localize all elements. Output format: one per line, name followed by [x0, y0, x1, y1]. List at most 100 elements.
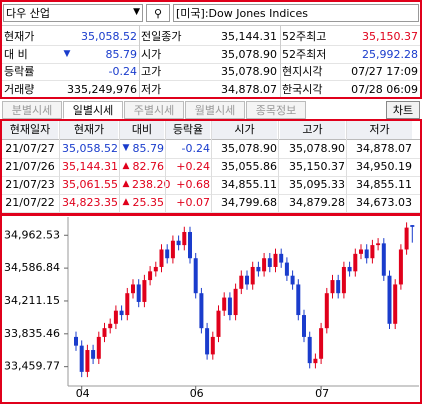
candle-body — [404, 227, 409, 250]
price-cell: 35,055.86 — [221, 160, 277, 173]
col-divider — [59, 121, 60, 212]
candle-body — [193, 258, 198, 294]
candle-body — [370, 245, 375, 259]
price-cell: -0.24 — [181, 142, 210, 155]
candle-body — [279, 253, 284, 263]
candle-body — [330, 280, 335, 294]
table-header: 시가 — [212, 121, 277, 139]
y-tick-label: 34,211.15 — [4, 294, 60, 307]
quote-value: 335,249,976 — [67, 82, 137, 96]
candle-body — [233, 288, 238, 316]
tab[interactable]: 일별시세 — [63, 101, 123, 119]
change-arrow: ▲ — [122, 161, 130, 171]
candle-body — [153, 266, 158, 272]
table-header: 등락율 — [166, 121, 210, 139]
change-arrow: ▼ — [122, 143, 130, 153]
dropdown-arrow: ▼ — [133, 7, 140, 17]
candle-body — [96, 336, 101, 359]
candle-body — [85, 350, 90, 372]
quote-value: 35,078.90 — [221, 65, 277, 78]
row-divider — [2, 212, 420, 213]
y-tick-label: 34,962.53 — [4, 228, 60, 241]
price-cell: +0.24 — [176, 160, 210, 173]
quote-value: 35,150.37 — [362, 30, 418, 43]
stock-name: 다우 산업 — [6, 7, 50, 20]
quote-label: 시가 — [141, 47, 162, 61]
candle-body — [262, 258, 267, 272]
tab[interactable]: 월별시세 — [185, 101, 245, 119]
y-tick-label: 33,459.77 — [4, 360, 60, 373]
col-divider — [119, 121, 120, 212]
candle-body — [239, 275, 244, 289]
candle-body — [159, 249, 164, 267]
x-tick-label: 07 — [315, 387, 329, 400]
candle-body — [410, 225, 415, 227]
candle-body — [205, 328, 210, 355]
candle-body — [125, 293, 130, 316]
quote-label: 현재가 — [4, 30, 35, 43]
quote-value: 34,878.07 — [221, 82, 277, 96]
x-tick-label: 06 — [190, 387, 204, 400]
candle-body — [336, 280, 341, 294]
date-cell: 21/07/22 — [5, 196, 55, 209]
candle-body — [245, 275, 249, 285]
row-divider — [2, 80, 420, 81]
candle-body — [199, 293, 204, 329]
stock-select[interactable]: 다우 산업 ▼ — [3, 4, 143, 22]
candle-body — [176, 240, 181, 246]
price-cell: 82.76 — [132, 160, 165, 173]
tab[interactable]: 분별시세 — [2, 101, 62, 119]
price-cell: 35,058.52 — [62, 142, 118, 155]
change-arrow: ▲ — [122, 197, 130, 207]
price-cell: 35,061.55 — [62, 178, 118, 191]
candle-body — [359, 249, 363, 254]
price-cell: 34,673.03 — [356, 196, 412, 209]
candle-body — [222, 297, 227, 311]
candle-body — [307, 336, 312, 364]
price-cell: 35,095.33 — [289, 178, 345, 191]
candle-body — [393, 284, 398, 324]
candle-body — [347, 266, 352, 272]
candle-chart: 34,962.53 34,586.84 34,211.15 33,835.46 33,4… — [0, 214, 422, 404]
candle-body — [267, 258, 272, 267]
candle-body — [273, 253, 278, 267]
candle-body — [216, 310, 221, 337]
quote-value: -0.24 — [108, 65, 137, 78]
quote-label: 52주최저 — [282, 47, 327, 61]
candle-body — [79, 345, 84, 372]
candle-body — [108, 323, 113, 329]
quote-label: 52주최고 — [282, 30, 327, 43]
price-cell: 238.20 — [132, 178, 171, 191]
search-button[interactable]: ⚲ — [146, 4, 170, 22]
quote-value: 35,058.52 — [81, 30, 137, 43]
tab[interactable]: 주별시세 — [124, 101, 184, 119]
candle-body — [376, 243, 381, 246]
candle-body — [170, 240, 175, 259]
divider — [2, 25, 420, 26]
candle-body — [182, 231, 187, 246]
tab[interactable]: 종목정보 — [246, 101, 306, 119]
candle-body — [324, 293, 329, 329]
price-cell: 34,879.28 — [289, 196, 345, 209]
price-cell: 34,878.07 — [356, 142, 412, 155]
table-header: 대비 — [120, 121, 164, 139]
quote-value: 85.79 — [105, 47, 138, 61]
table-header: 현재일자 — [2, 121, 58, 139]
quote-value: 07/28 06:09 — [351, 82, 418, 96]
x-tick-label: 04 — [76, 387, 90, 400]
candle-body — [91, 350, 96, 359]
price-cell: 35,144.31 — [62, 160, 118, 173]
col-divider — [139, 26, 140, 97]
price-cell: 35,150.37 — [289, 160, 345, 173]
price-cell: +0.68 — [176, 178, 210, 191]
candle-body — [142, 280, 147, 302]
candle-body — [113, 310, 118, 324]
candle-body — [313, 358, 318, 364]
price-cell: 34,799.68 — [221, 196, 277, 209]
quote-label: 현지시각 — [282, 65, 323, 78]
chart-button[interactable]: 차트 — [386, 101, 420, 119]
candle-body — [319, 328, 324, 359]
quote-value: 35,144.31 — [221, 30, 277, 43]
price-cell: +0.07 — [176, 196, 210, 209]
